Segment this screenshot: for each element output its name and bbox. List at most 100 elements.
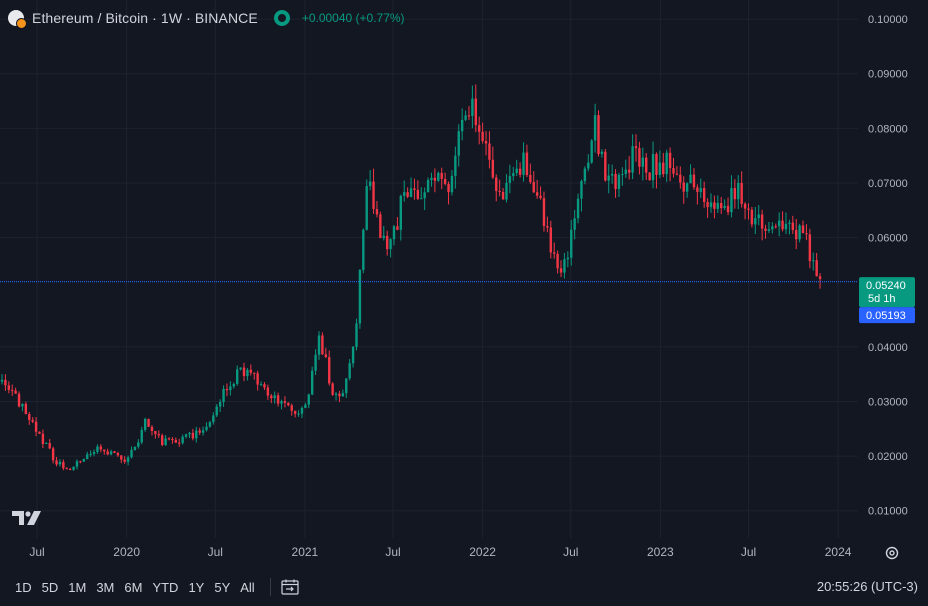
candle-body <box>249 369 253 373</box>
candle-body <box>570 229 573 258</box>
range-1m[interactable]: 1M <box>68 579 87 595</box>
candle-body <box>45 443 48 445</box>
range-3m[interactable]: 3M <box>96 579 115 595</box>
candle-body <box>658 162 662 175</box>
candle-body <box>270 395 273 399</box>
candle-body <box>488 143 491 160</box>
candle-body <box>460 119 464 132</box>
range-6m[interactable]: 6M <box>124 579 143 595</box>
candle-body <box>590 140 593 163</box>
range-5y[interactable]: 5Y <box>214 579 231 595</box>
candle-body <box>99 446 103 450</box>
candle-body <box>310 370 314 395</box>
candle-body <box>174 439 178 443</box>
candle-body <box>546 226 549 228</box>
range-5d[interactable]: 5D <box>41 579 59 595</box>
candle-body <box>645 157 648 173</box>
candle-body <box>709 202 713 208</box>
candle-body <box>576 198 580 219</box>
y-tick-label: 0.09000 <box>868 69 908 81</box>
candle-body <box>474 98 477 126</box>
candle-body <box>529 175 532 182</box>
candle-body <box>31 419 34 422</box>
candle-body <box>679 174 682 183</box>
candle-body <box>420 198 423 200</box>
candle-body <box>75 461 79 467</box>
range-1d[interactable]: 1D <box>15 579 32 595</box>
range-1y[interactable]: 1Y <box>188 579 205 595</box>
candle-body <box>314 354 317 371</box>
range-all[interactable]: All <box>240 579 255 595</box>
candle-body <box>689 174 692 184</box>
candle-body <box>328 357 331 384</box>
candle-body <box>573 218 576 230</box>
candle-body <box>743 203 747 209</box>
symbol-title[interactable]: Ethereum / Bitcoin · 1W · BINANCE <box>32 10 258 26</box>
candle-body <box>696 187 699 192</box>
candle-body <box>48 443 51 449</box>
candle-body <box>293 410 297 414</box>
candle-body <box>21 403 24 407</box>
candle-body <box>518 168 522 175</box>
candle-body <box>229 386 232 391</box>
gear-icon[interactable] <box>884 545 900 561</box>
candle-body <box>764 228 767 231</box>
candle-body <box>760 214 764 229</box>
candle-body <box>304 404 307 408</box>
x-tick-label: Jul <box>29 545 44 559</box>
candle-body <box>65 468 68 470</box>
candle-body <box>362 229 365 270</box>
candle-body <box>808 234 812 262</box>
candle-body <box>542 198 546 227</box>
candle-body <box>426 180 430 193</box>
calendar-goto-icon[interactable] <box>281 579 299 595</box>
candle-body <box>154 431 157 435</box>
candle-body <box>532 181 535 193</box>
clock-timezone[interactable]: 20:55:26 (UTC-3) <box>816 579 918 594</box>
candle-body <box>396 226 399 230</box>
countdown-label: 5d 1h <box>868 293 896 305</box>
candle-body <box>512 173 515 177</box>
candle-body <box>38 431 41 434</box>
candle-body <box>11 389 14 391</box>
candle-body <box>587 162 590 169</box>
y-tick-label: 0.08000 <box>868 123 908 135</box>
candle-body <box>406 192 409 197</box>
candle-body <box>201 430 205 433</box>
candle-body <box>164 438 167 446</box>
candle-body <box>348 363 351 379</box>
candle-body <box>280 401 283 404</box>
candle-body <box>24 403 28 415</box>
candle-body <box>747 208 750 210</box>
range-ytd[interactable]: YTD <box>152 579 179 595</box>
candle-body <box>253 372 256 374</box>
candle-body <box>242 367 246 377</box>
eye-icon[interactable] <box>273 10 290 26</box>
candle-body <box>600 151 604 155</box>
candle-body <box>795 229 798 240</box>
candle-body <box>116 452 120 456</box>
candle-body <box>382 235 385 238</box>
candle-body <box>498 191 501 193</box>
candle-body <box>287 402 290 406</box>
eth-btc-symbol-icon[interactable] <box>8 10 27 29</box>
candle-body <box>161 435 164 446</box>
candle-body <box>215 406 218 416</box>
y-tick-label: 0.10000 <box>868 14 908 26</box>
candle-body <box>672 168 675 174</box>
candle-body <box>515 168 518 174</box>
y-tick-label: 0.04000 <box>868 342 908 354</box>
candle-body <box>767 229 771 231</box>
candle-body <box>610 173 614 176</box>
tradingview-logo[interactable] <box>12 508 44 528</box>
candle-body <box>317 335 321 355</box>
candle-body <box>617 174 621 190</box>
last-price-badge <box>859 277 915 308</box>
candle-body <box>341 393 345 397</box>
candle-body <box>648 172 651 181</box>
candle-body <box>58 461 62 465</box>
candle-body <box>331 383 334 395</box>
candle-body <box>614 173 617 190</box>
x-tick-label: 2022 <box>469 545 496 559</box>
